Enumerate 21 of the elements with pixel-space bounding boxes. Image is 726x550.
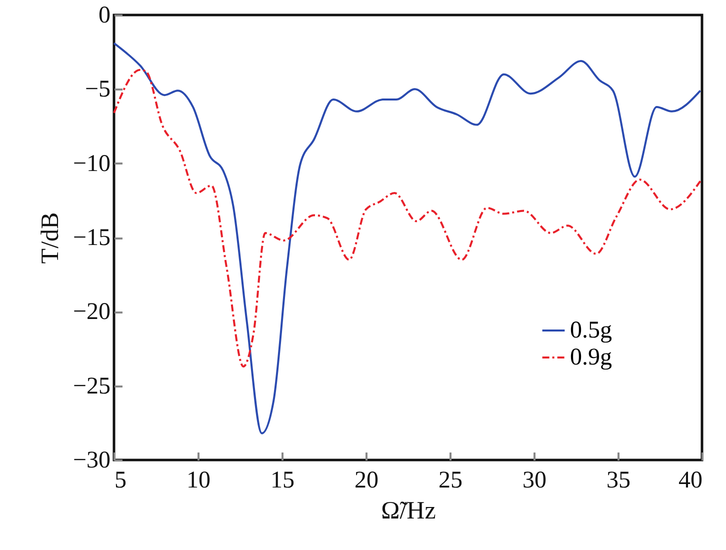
y-tick-label: −5 (84, 76, 110, 103)
x-axis-title: Ω̃/Hz (381, 498, 436, 524)
x-tick-label: 25 (438, 468, 462, 494)
x-tick-label: 5 (114, 468, 126, 494)
y-tick-label: −30 (72, 448, 110, 474)
x-tick-label: 20 (354, 468, 378, 494)
x-tick-label: 40 (678, 468, 702, 494)
y-tick-label: −10 (72, 150, 110, 177)
line-series (113, 68, 702, 368)
legend-label: 0.9g (570, 344, 612, 370)
y-tick-label: −25 (72, 373, 110, 400)
x-tick-label: 35 (606, 468, 630, 494)
y-axis-title: T/dB (36, 212, 64, 264)
y-tick-label: −15 (72, 225, 110, 251)
x-tick-label: 15 (270, 468, 294, 494)
legend-label: 0.5g (570, 318, 612, 344)
y-tick-label: 0 (98, 2, 110, 28)
y-tick-label: −20 (72, 299, 110, 326)
x-tick-label: 30 (522, 468, 546, 494)
x-tick-label: 10 (186, 468, 210, 494)
line-series (113, 42, 702, 434)
